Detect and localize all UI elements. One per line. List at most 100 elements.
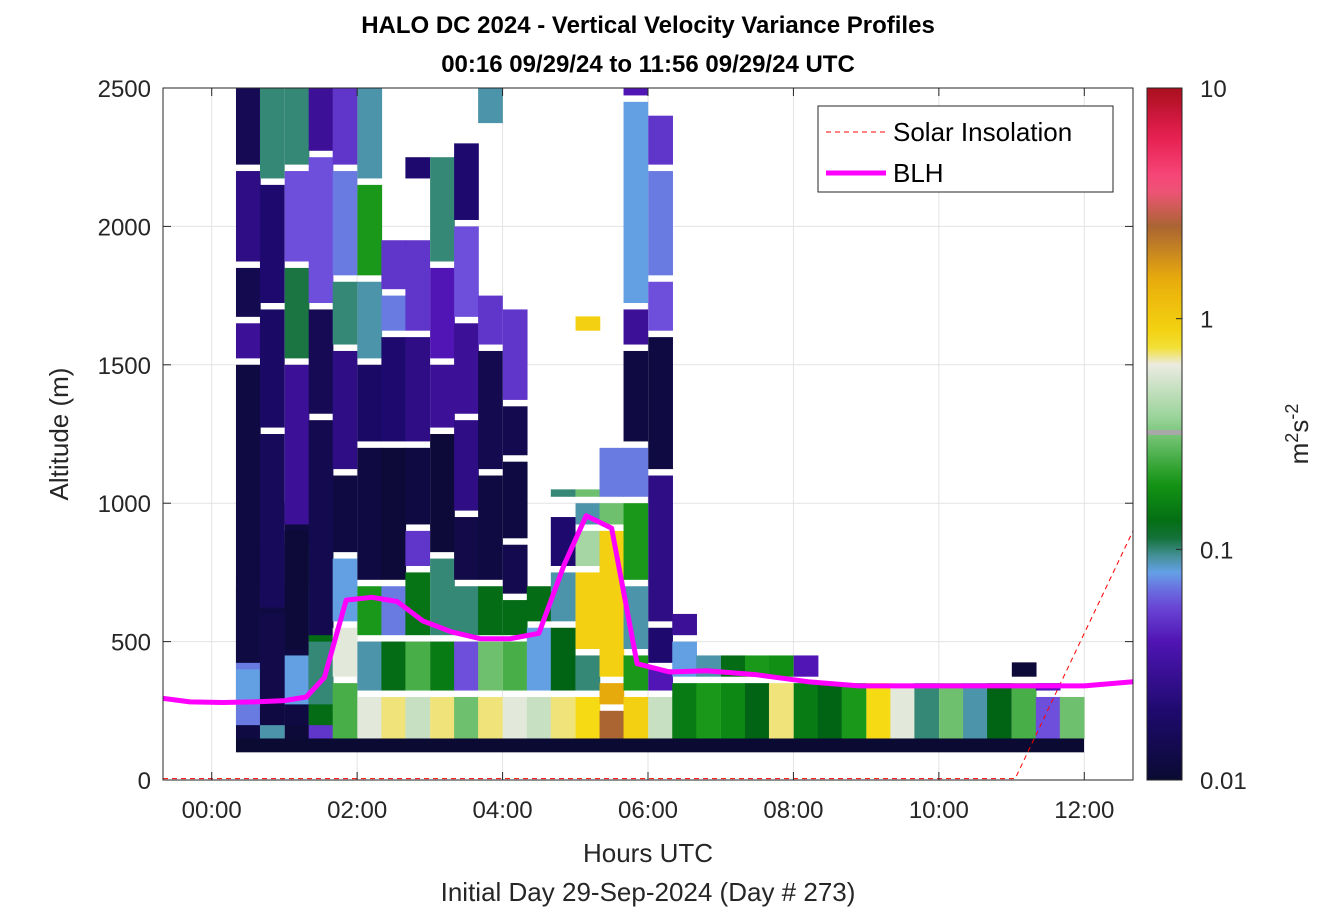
heatmap-cell-5-5: [357, 281, 383, 359]
heatmap-cell-1-4: [259, 309, 285, 428]
heatmap-cell-1-5: [259, 184, 285, 304]
heatmap-cell-6-3: [381, 447, 407, 580]
heatmap-cell-9-0: [454, 696, 479, 739]
legend: Solar Insolation BLH: [817, 105, 1114, 193]
heatmap-cell-3-5: [308, 157, 334, 304]
heatmap-cell-15-2: [599, 530, 625, 677]
heatmap-cell-5-1: [357, 641, 383, 691]
heatmap-cell-8-2: [430, 558, 455, 636]
heatmap-cell-1-6: [259, 88, 285, 179]
colorbar-frame: [1146, 87, 1183, 781]
heatmap-cell-9-6: [454, 226, 479, 317]
heatmap-cell-7-4: [405, 447, 431, 525]
colorbar-tick-label-0: 0.01: [1200, 768, 1247, 795]
heatmap-cell-16-4: [623, 447, 649, 497]
heatmap-cell-5-3: [357, 447, 383, 580]
heatmap-cell-5-7: [357, 88, 383, 179]
heatmap-cell-13-0: [550, 696, 576, 739]
y-axis-label: Altitude (m): [44, 368, 74, 501]
heatmap-cell-3-3: [308, 420, 334, 636]
heatmap-cell-3-4: [308, 309, 334, 414]
heatmap-cell-10-5: [478, 295, 503, 345]
heatmap-cell-1-2: [259, 613, 285, 705]
heatmap-cell-16-6: [623, 309, 649, 345]
heatmap-cell-11-5: [502, 406, 528, 456]
heatmap-cell-21-1: [744, 655, 770, 677]
heatmap-cell-23-0: [793, 683, 819, 739]
heatmap-cell-8-1: [430, 641, 455, 691]
heatmap-cell-23-1: [793, 655, 819, 677]
heatmap-cell-10-4: [478, 350, 503, 470]
colorbar-tick-label-3: 10: [1200, 76, 1227, 103]
heatmap-cell-6-2: [381, 586, 407, 636]
heatmap-cell-17-7: [648, 115, 673, 165]
heatmap-cell-12-1: [526, 627, 552, 691]
heatmap-cell-4-0: [332, 683, 358, 739]
heatmap-cell-10-3: [478, 475, 503, 580]
heatmap-cell-7-6: [405, 240, 431, 331]
colorbar-tick-label-1: 0.1: [1200, 537, 1233, 564]
y-tick-label-3: 1500: [98, 353, 151, 380]
heatmap-cell-14-6: [575, 316, 601, 331]
heatmap-cell-0-3: [235, 364, 261, 663]
heatmap-cell-17-3: [648, 475, 673, 622]
heatmap-cell-8-6: [430, 157, 455, 262]
heatmap-cell-5-6: [357, 184, 383, 276]
heatmap-cell-31-0: [987, 683, 1012, 739]
heatmap-cell-11-4: [502, 461, 528, 539]
heatmap-cell-24-0: [817, 683, 843, 739]
x-tick-label-5: 10:00: [909, 797, 969, 824]
y-tick-label-5: 2500: [98, 76, 151, 103]
series-lines: [163, 513, 1133, 780]
heatmap-cell-9-1: [454, 641, 479, 691]
heatmap-cell-10-1: [478, 641, 503, 691]
heatmap-cell-20-0: [720, 683, 746, 739]
y-tick-label-1: 500: [111, 630, 151, 657]
heatmap-cell-0-7: [235, 88, 261, 165]
heatmap-cell-6-0: [381, 696, 407, 739]
heatmap-cell-16-0: [623, 696, 649, 739]
x-tick-label-1: 02:00: [327, 797, 387, 824]
heatmap-cell-15-3: [599, 503, 625, 525]
heatmap-cell-33-0: [1035, 696, 1061, 739]
heatmap-cell-25-0: [841, 683, 867, 739]
y-tick-label-0: 0: [138, 768, 151, 795]
heatmap-cell-32-0: [1011, 683, 1037, 739]
heatmap-cell-4-3: [332, 475, 358, 553]
heatmap-cell-14-3: [575, 530, 601, 566]
heatmap-cell-14-1: [575, 655, 601, 691]
colorbar-ticks: 0.01 0.1 1 10: [1176, 76, 1247, 795]
heatmap-cell-8-5: [430, 267, 455, 359]
heatmap-cell-14-5: [575, 489, 601, 497]
heatmap-cell-26-0: [866, 683, 892, 739]
heatmap-ground-row: [235, 738, 1085, 753]
heatmap-cell-2-5: [284, 267, 310, 359]
heatmap-cell-12-0: [526, 696, 552, 739]
heatmap-cell-0-2: [235, 669, 261, 705]
heatmap-cell-29-0: [939, 683, 964, 739]
heatmap-cell-30-0: [963, 683, 988, 739]
heatmap-cell-13-4: [550, 489, 576, 497]
heatmap-cell-11-6: [502, 309, 528, 400]
colorbar-label-sup2: -2: [1282, 404, 1302, 420]
x-axis: 00:00 02:00 04:00 06:00 08:00 10:00 12:00: [182, 88, 1114, 824]
heatmap-cell-14-2: [575, 572, 601, 650]
x-axis-sublabel: Initial Day 29-Sep-2024 (Day # 273): [441, 877, 856, 907]
heatmap: [235, 88, 1085, 753]
colorbar-label-m: m: [1284, 443, 1314, 465]
heatmap-cell-7-0: [405, 696, 431, 739]
series-line-0: [163, 530, 1133, 780]
heatmap-cell-18-0: [672, 683, 697, 739]
heatmap-cell-6-5: [381, 295, 407, 331]
heatmap-cell-17-6: [648, 171, 673, 276]
colorbar: 0.01 0.1 1 10 m2s-2: [1146, 76, 1314, 795]
heatmap-cell-14-0: [575, 696, 601, 739]
heatmap-cell-4-6: [332, 171, 358, 276]
heatmap-cell-10-6: [478, 88, 503, 124]
heatmap-cell-16-8: [623, 88, 649, 96]
x-tick-label-2: 04:00: [473, 797, 533, 824]
heatmap-cell-7-5: [405, 337, 431, 442]
heatmap-cell-11-2: [502, 600, 528, 636]
heatmap-cell-28-0: [914, 683, 940, 739]
